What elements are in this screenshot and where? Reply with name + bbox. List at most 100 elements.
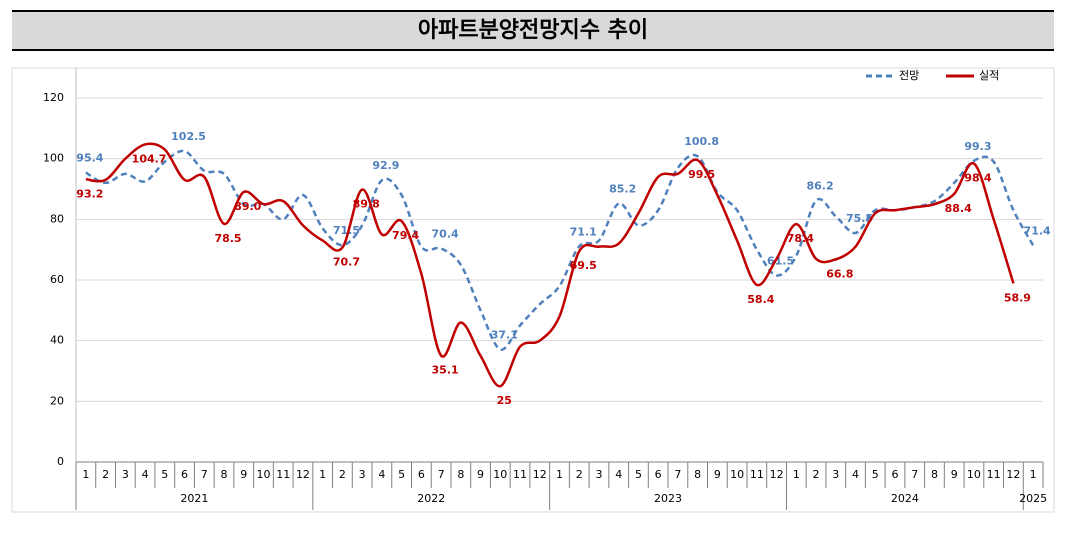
year-label: 2024 (891, 492, 919, 505)
data-label: 37.1 (491, 328, 518, 341)
y-tick-label: 20 (50, 394, 64, 407)
x-tick-label: 11 (750, 468, 764, 481)
x-tick-label: 3 (832, 468, 839, 481)
data-label: 86.2 (806, 180, 833, 193)
y-tick-label: 100 (43, 152, 64, 165)
data-label: 70.7 (333, 256, 360, 269)
data-label: 102.5 (171, 130, 206, 143)
chart-title: 아파트분양전망지수 추이 (418, 18, 648, 43)
data-label: 93.2 (76, 187, 103, 200)
x-tick-label: 3 (122, 468, 129, 481)
data-label: 71.1 (570, 225, 597, 238)
x-tick-label: 11 (987, 468, 1001, 481)
x-tick-label: 10 (256, 468, 270, 481)
data-label: 61.5 (767, 254, 794, 267)
legend-label: 실적 (979, 69, 999, 82)
x-tick-label: 5 (398, 468, 405, 481)
data-label: 70.4 (432, 227, 459, 240)
x-tick-label: 9 (477, 468, 484, 481)
data-label: 71.4 (1024, 224, 1051, 237)
x-tick-label: 3 (595, 468, 602, 481)
x-tick-label: 9 (714, 468, 721, 481)
series-line (85, 142, 1015, 388)
x-tick-label: 11 (276, 468, 290, 481)
x-tick-label: 4 (615, 468, 622, 481)
x-tick-label: 9 (240, 468, 247, 481)
legend-label: 전망 (899, 69, 919, 82)
year-label: 2022 (417, 492, 445, 505)
title-bar (12, 11, 1054, 50)
x-tick-label: 8 (931, 468, 938, 481)
y-tick-label: 120 (43, 91, 64, 104)
data-label: 71.5 (333, 224, 360, 237)
data-label: 88.4 (945, 202, 972, 215)
data-label: 25 (497, 394, 512, 407)
x-tick-label: 6 (655, 468, 662, 481)
x-tick-label: 1 (319, 468, 326, 481)
data-label: 75.5 (846, 212, 873, 225)
x-tick-label: 1 (1030, 468, 1037, 481)
data-label: 58.4 (747, 293, 774, 306)
x-tick-label: 6 (181, 468, 188, 481)
x-tick-label: 12 (533, 468, 547, 481)
data-label: 89.0 (234, 200, 261, 213)
x-tick-label: 7 (201, 468, 208, 481)
x-tick-label: 1 (793, 468, 800, 481)
x-tick-label: 2 (102, 468, 109, 481)
x-tick-label: 2 (339, 468, 346, 481)
data-label: 95.4 (76, 152, 103, 165)
x-tick-label: 1 (82, 468, 89, 481)
x-tick-label: 5 (635, 468, 642, 481)
x-tick-label: 3 (359, 468, 366, 481)
data-label: 100.8 (684, 135, 719, 148)
x-tick-label: 1 (556, 468, 563, 481)
x-tick-label: 8 (694, 468, 701, 481)
x-tick-label: 2 (576, 468, 583, 481)
data-label: 98.4 (964, 172, 991, 185)
data-label: 78.5 (214, 232, 241, 245)
x-tick-label: 8 (221, 468, 228, 481)
x-tick-label: 6 (891, 468, 898, 481)
data-label: 85.2 (609, 183, 636, 196)
data-label: 35.1 (432, 364, 459, 377)
x-tick-label: 7 (674, 468, 681, 481)
x-tick-label: 8 (457, 468, 464, 481)
x-tick-label: 5 (872, 468, 879, 481)
year-label: 2021 (180, 492, 208, 505)
x-tick-label: 7 (911, 468, 918, 481)
data-label: 99.5 (688, 168, 715, 181)
year-label: 2025 (1019, 492, 1047, 505)
y-tick-label: 0 (57, 455, 64, 468)
data-label: 99.3 (964, 140, 991, 153)
x-tick-label: 12 (770, 468, 784, 481)
x-tick-label: 2 (813, 468, 820, 481)
data-label: 78.4 (787, 232, 814, 245)
data-label: 69.5 (570, 259, 597, 272)
data-label: 89.8 (353, 198, 380, 211)
y-tick-label: 40 (50, 334, 64, 347)
x-tick-label: 4 (378, 468, 385, 481)
x-tick-label: 12 (1006, 468, 1020, 481)
data-label: 92.9 (372, 159, 399, 172)
x-tick-label: 7 (438, 468, 445, 481)
data-label: 58.9 (1004, 291, 1031, 304)
x-tick-label: 12 (296, 468, 310, 481)
x-tick-label: 9 (951, 468, 958, 481)
plot-frame (11, 67, 1055, 513)
x-tick-label: 11 (513, 468, 527, 481)
x-tick-label: 6 (418, 468, 425, 481)
y-tick-label: 80 (50, 212, 64, 225)
x-tick-label: 10 (493, 468, 507, 481)
x-tick-label: 4 (852, 468, 859, 481)
series-line (85, 149, 1035, 351)
data-label: 66.8 (826, 267, 853, 280)
year-label: 2023 (654, 492, 682, 505)
data-label: 104.7 (132, 152, 167, 165)
x-tick-label: 10 (967, 468, 981, 481)
y-tick-label: 60 (50, 273, 64, 286)
x-tick-label: 10 (730, 468, 744, 481)
x-tick-label: 4 (142, 468, 149, 481)
data-label: 79.4 (392, 229, 419, 242)
x-tick-label: 5 (161, 468, 168, 481)
